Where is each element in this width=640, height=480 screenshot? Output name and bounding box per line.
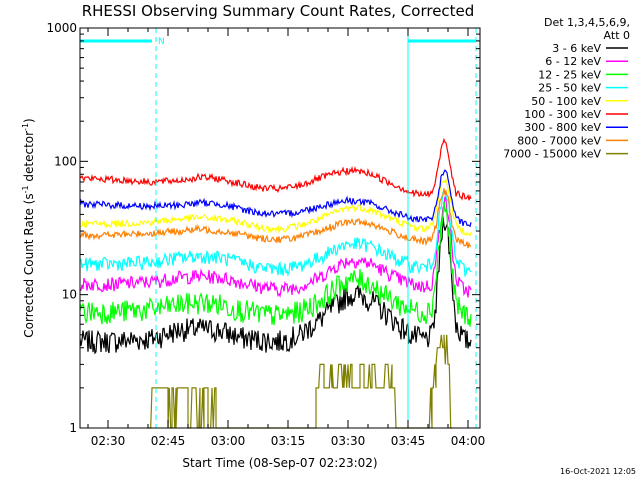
x-tick-label: 02:45 [151,434,186,448]
y-tick-label: 1000 [46,21,77,35]
legend-entry-label: 6 - 12 keV [545,55,601,68]
legend-header-2: Att 0 [604,29,630,42]
y-axis-label-mid: detector [22,131,36,186]
y-tick-label: 10 [62,288,77,302]
chart-title: RHESSI Observing Summary Count Rates, Co… [82,2,475,20]
legend-entry-label: 7000 - 15000 keV [503,148,601,161]
y-axis-label-end: ) [22,118,36,123]
legend-entry-label: 50 - 100 keV [531,95,601,108]
series-line [79,178,472,237]
x-tick-label: 02:30 [91,434,126,448]
series-line [79,169,472,228]
x-tick-label: 03:00 [211,434,246,448]
series-line [79,216,472,355]
x-axis: 02:30 02:45 03:00 03:15 03:30 03:45 04:00 [87,28,486,448]
plot-frame [79,27,481,429]
y-axis-label-main: Corrected Count Rate (s [22,193,36,337]
y-axis-label: Corrected Count Rate (s-1 detector-1) [21,118,36,337]
series-line [79,201,472,327]
series-line [79,137,472,201]
series-line [79,189,472,278]
legend-entry-label: 3 - 6 keV [552,42,601,55]
legend-entry-label: 300 - 800 keV [524,121,601,134]
series-line [79,188,472,249]
x-axis-label: Start Time (08-Sep-07 02:23:02) [182,456,377,470]
n-marker: N [158,37,165,47]
y-axis-label-sup2: -1 [21,123,30,131]
y-axis-label-sup1: -1 [21,185,30,193]
legend-header-1: Det 1,3,4,5,6,9, [544,16,630,29]
x-tick-label: 04:00 [451,434,486,448]
series-line [79,196,472,298]
legend-entry-label: 12 - 25 keV [538,68,601,81]
footer-date: 16-Oct-2021 12:05 [560,467,636,476]
legend-entry-label: 800 - 7000 keV [517,134,601,147]
y-axis: 1 10 100 1000 [46,21,480,435]
y-tick-label: 100 [54,154,77,168]
legend-entry-label: 100 - 300 keV [524,108,601,121]
legend-entry-label: 25 - 50 keV [538,82,601,95]
x-tick-label: 03:30 [331,434,366,448]
x-tick-label: 03:45 [391,434,426,448]
series-layer [79,137,472,429]
x-tick-label: 03:15 [271,434,306,448]
y-tick-label: 1 [69,421,77,435]
